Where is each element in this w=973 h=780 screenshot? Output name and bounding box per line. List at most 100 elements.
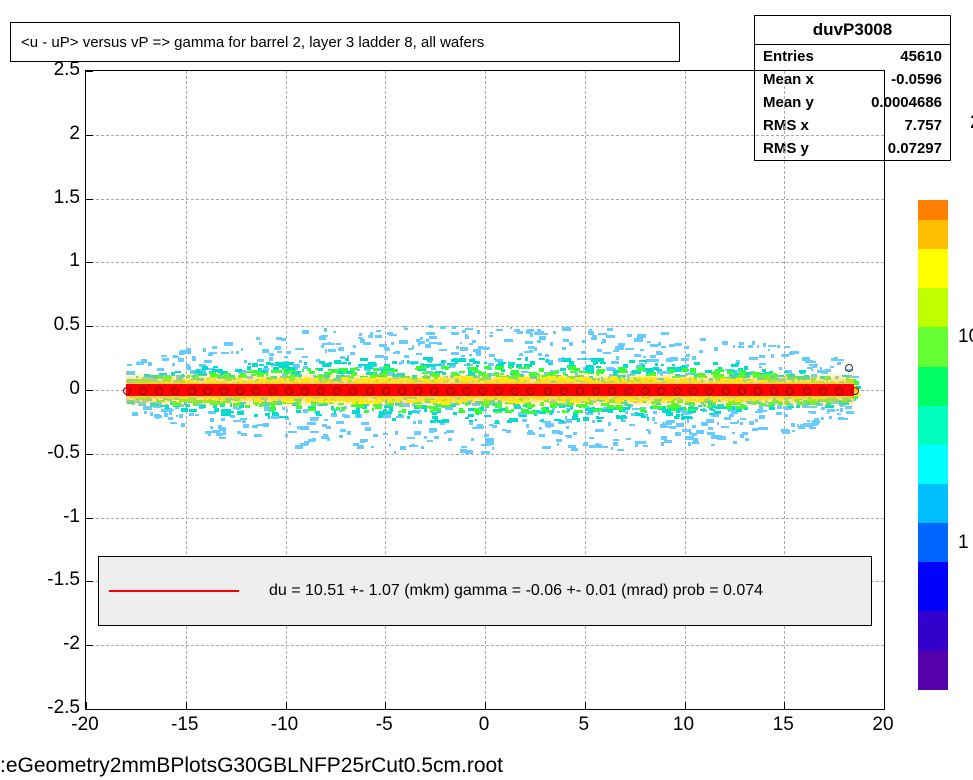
density-cell <box>733 441 737 444</box>
density-cell <box>414 431 421 435</box>
profile-marker <box>544 387 552 395</box>
density-cell <box>426 332 434 334</box>
density-cell <box>643 356 645 359</box>
density-cell <box>548 363 553 366</box>
density-cell <box>339 362 348 364</box>
stats-row: Entries45610 <box>755 45 950 68</box>
colorbar-segment <box>918 523 948 562</box>
density-cell <box>701 422 708 425</box>
density-cell <box>735 363 739 366</box>
profile-marker <box>625 387 633 395</box>
density-cell <box>195 414 199 417</box>
density-cell <box>447 363 455 366</box>
x-tick-label: -10 <box>267 714 303 736</box>
density-cell <box>439 349 447 351</box>
density-cell <box>416 353 422 355</box>
density-cell <box>664 440 672 443</box>
density-cell <box>475 350 478 354</box>
density-cell <box>154 414 161 417</box>
density-cell <box>384 347 389 350</box>
profile-marker <box>673 387 681 395</box>
density-cell <box>759 355 765 358</box>
density-cell <box>758 427 760 430</box>
density-cell <box>407 360 409 362</box>
density-cell <box>689 409 696 412</box>
density-cell <box>779 367 782 370</box>
density-cell <box>398 411 402 413</box>
profile-marker <box>641 387 649 395</box>
profile-marker <box>463 387 471 395</box>
density-cell <box>569 342 573 346</box>
density-cell <box>427 359 430 362</box>
density-cell <box>393 352 399 354</box>
density-cell <box>759 363 766 365</box>
density-cell <box>821 417 824 420</box>
density-cell <box>242 420 245 422</box>
density-cell <box>324 419 328 422</box>
x-tick <box>286 702 287 710</box>
density-cell <box>562 347 566 350</box>
density-cell <box>409 411 418 413</box>
density-cell <box>510 327 512 329</box>
density-cell <box>172 363 175 365</box>
density-cell <box>805 360 813 363</box>
density-cell <box>375 355 384 358</box>
plot-title-text: <u - uP> versus vP => gamma for barrel 2… <box>21 34 484 51</box>
density-cell <box>798 426 805 429</box>
density-cell <box>237 411 243 415</box>
density-cell <box>562 327 571 331</box>
density-cell <box>560 368 566 371</box>
density-cell <box>537 329 541 331</box>
profile-marker <box>123 387 131 395</box>
density-cell <box>597 349 602 352</box>
stats-value: 7.757 <box>904 117 942 134</box>
density-cell <box>613 442 618 446</box>
density-cell <box>620 408 623 410</box>
density-cell <box>639 360 647 363</box>
density-cell <box>214 408 219 412</box>
density-cell <box>696 430 703 434</box>
density-cell <box>127 364 132 367</box>
density-cell <box>459 358 466 362</box>
profile-marker <box>285 387 293 395</box>
density-cell <box>717 422 719 425</box>
density-cell <box>269 353 274 356</box>
density-cell <box>625 348 633 350</box>
density-cell <box>179 414 183 418</box>
density-cell <box>666 412 673 416</box>
density-cell <box>541 419 544 421</box>
density-cell <box>429 336 437 340</box>
density-cell <box>761 410 767 412</box>
density-cell <box>836 359 845 361</box>
x-tick <box>186 702 187 710</box>
density-cell <box>632 408 639 411</box>
density-cell <box>383 433 388 435</box>
profile-marker <box>220 387 228 395</box>
density-cell <box>595 444 602 448</box>
density-cell <box>846 411 854 413</box>
density-cell <box>666 358 673 362</box>
density-cell <box>400 446 406 450</box>
density-cell <box>304 362 307 365</box>
density-cell <box>295 348 303 350</box>
density-cell <box>336 421 344 424</box>
x-tick-label: -5 <box>366 714 402 736</box>
density-cell <box>519 353 523 356</box>
stats-value: 0.07297 <box>888 140 942 157</box>
density-cell <box>300 426 309 430</box>
density-cell <box>157 368 165 371</box>
density-cell <box>460 449 467 453</box>
x-tick-label: 0 <box>466 714 502 736</box>
density-cell <box>430 420 435 423</box>
density-cell <box>389 409 393 412</box>
density-cell <box>440 326 446 329</box>
density-cell <box>812 364 817 368</box>
density-cell <box>738 346 744 348</box>
density-cell <box>277 351 283 353</box>
density-cell <box>469 420 473 422</box>
density-cell <box>519 415 527 417</box>
density-cell <box>399 340 404 344</box>
density-cell <box>487 443 491 446</box>
x-tick <box>585 702 586 710</box>
density-cell <box>451 352 460 354</box>
